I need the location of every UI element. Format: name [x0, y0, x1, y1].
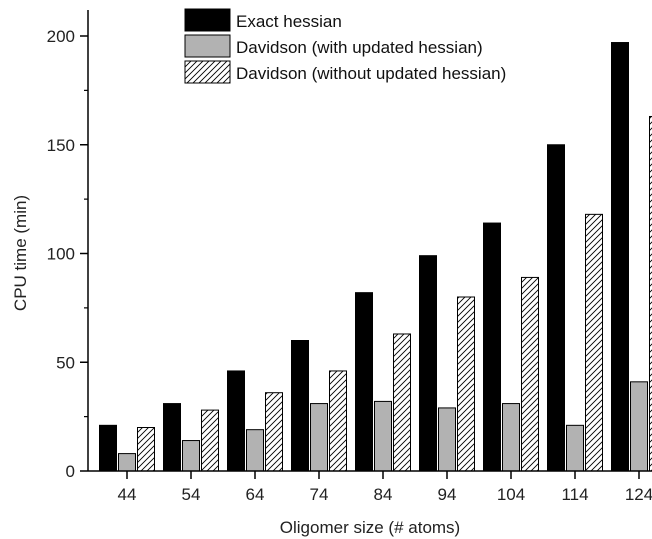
bar-davidson-without-updated: [521, 276, 539, 472]
legend-label-without-updated: Davidson (without updated hessian): [236, 64, 506, 83]
bar-davidson-without-updated: [265, 392, 283, 472]
x-tick-label: 104: [497, 485, 525, 504]
bar-exact-hessian: [355, 292, 373, 472]
legend-swatch-without-updated: [184, 60, 231, 84]
bar-davidson-without-updated: [585, 213, 603, 472]
legend-swatch-with-updated: [184, 34, 231, 58]
bar-davidson-without-updated: [649, 115, 652, 472]
x-tick-label: 124: [625, 485, 652, 504]
bar-davidson-with-updated: [118, 453, 136, 472]
axes: 0 50 100 150 200 44 54 64 74 84 94 104 114 124: [47, 10, 652, 504]
x-tick-label: 84: [374, 485, 393, 504]
y-tick-label: 200: [47, 27, 75, 46]
bar-exact-hessian: [163, 403, 181, 472]
bar-davidson-with-updated: [438, 407, 456, 472]
bar-exact-hessian: [547, 144, 565, 472]
x-tick-label: 94: [438, 485, 457, 504]
bar-davidson-with-updated: [374, 400, 392, 472]
bar-davidson-without-updated: [393, 333, 411, 472]
bar-davidson-without-updated: [457, 296, 475, 472]
bar-davidson-with-updated: [566, 424, 584, 472]
y-tick-label: 150: [47, 136, 75, 155]
legend-swatch-exact: [184, 8, 231, 32]
legend: Exact hessian Davidson (with updated hes…: [184, 8, 506, 84]
y-tick-label: 100: [47, 245, 75, 264]
bar-davidson-with-updated: [246, 429, 264, 472]
x-tick-label: 44: [118, 485, 137, 504]
bar-exact-hessian: [419, 255, 437, 472]
bars-layer: [99, 42, 652, 472]
y-tick-label: 0: [66, 462, 75, 481]
bar-davidson-with-updated: [182, 440, 200, 472]
x-tick-label: 114: [561, 485, 588, 504]
y-ticks: 0 50 100 150 200: [47, 27, 88, 481]
y-tick-label: 50: [56, 353, 75, 372]
bar-exact-hessian: [99, 424, 117, 472]
x-tick-label: 74: [310, 485, 329, 504]
y-axis-title: CPU time (min): [11, 195, 30, 311]
x-tick-label: 54: [182, 485, 201, 504]
legend-label-exact: Exact hessian: [236, 12, 342, 31]
x-axis-title: Oligomer size (# atoms): [280, 518, 460, 537]
legend-label-with-updated: Davidson (with updated hessian): [236, 38, 483, 57]
bar-exact-hessian: [483, 222, 501, 472]
x-tick-label: 64: [246, 485, 265, 504]
bar-exact-hessian: [291, 340, 309, 472]
bar-exact-hessian: [227, 370, 245, 472]
x-ticks: 44 54 64 74 84 94 104 114 124: [118, 471, 652, 504]
bar-davidson-with-updated: [310, 403, 328, 472]
bar-davidson-with-updated: [630, 381, 648, 472]
bar-davidson-without-updated: [137, 427, 155, 472]
bar-davidson-without-updated: [201, 409, 219, 472]
bar-exact-hessian: [611, 42, 629, 472]
bar-davidson-without-updated: [329, 370, 347, 472]
bar-davidson-with-updated: [502, 403, 520, 472]
